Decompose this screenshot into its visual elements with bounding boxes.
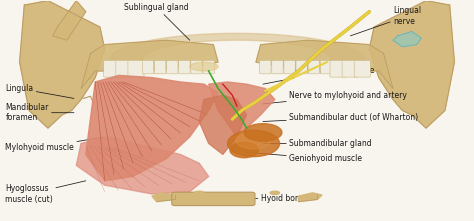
FancyBboxPatch shape bbox=[342, 60, 358, 77]
FancyBboxPatch shape bbox=[272, 60, 283, 74]
Text: Mandibular
foramen: Mandibular foramen bbox=[5, 103, 74, 122]
Text: Inferior alveolar nerve: Inferior alveolar nerve bbox=[263, 67, 374, 84]
FancyBboxPatch shape bbox=[179, 60, 190, 74]
Text: Hyoid bone: Hyoid bone bbox=[223, 194, 304, 203]
FancyBboxPatch shape bbox=[354, 60, 370, 77]
FancyBboxPatch shape bbox=[155, 60, 166, 74]
Text: Hyoglossus
muscle (cut): Hyoglossus muscle (cut) bbox=[5, 181, 86, 204]
Text: Nerve to mylohyoid and artery: Nerve to mylohyoid and artery bbox=[263, 91, 407, 104]
FancyBboxPatch shape bbox=[172, 192, 255, 206]
FancyBboxPatch shape bbox=[203, 60, 214, 74]
Ellipse shape bbox=[236, 131, 271, 149]
Polygon shape bbox=[199, 95, 246, 154]
FancyBboxPatch shape bbox=[330, 60, 346, 77]
Ellipse shape bbox=[230, 142, 258, 158]
Text: Sublingual gland: Sublingual gland bbox=[124, 3, 190, 40]
Ellipse shape bbox=[190, 62, 218, 71]
Polygon shape bbox=[53, 1, 86, 40]
FancyBboxPatch shape bbox=[296, 60, 307, 74]
Ellipse shape bbox=[194, 191, 204, 194]
Text: Lingual
nerve: Lingual nerve bbox=[350, 6, 421, 36]
Polygon shape bbox=[86, 75, 218, 181]
FancyBboxPatch shape bbox=[320, 60, 332, 74]
Ellipse shape bbox=[244, 124, 282, 141]
FancyBboxPatch shape bbox=[308, 60, 319, 74]
Text: Mylohyoid muscle: Mylohyoid muscle bbox=[5, 137, 105, 152]
FancyBboxPatch shape bbox=[104, 60, 120, 77]
Text: Geniohyoid muscle: Geniohyoid muscle bbox=[246, 152, 362, 163]
FancyBboxPatch shape bbox=[128, 60, 144, 77]
FancyBboxPatch shape bbox=[284, 60, 295, 74]
Polygon shape bbox=[369, 1, 455, 128]
Polygon shape bbox=[393, 31, 421, 47]
Polygon shape bbox=[256, 40, 393, 89]
Polygon shape bbox=[209, 82, 275, 137]
Polygon shape bbox=[76, 137, 209, 194]
Ellipse shape bbox=[270, 191, 280, 194]
Polygon shape bbox=[19, 1, 105, 128]
Text: Submandibular gland: Submandibular gland bbox=[263, 139, 372, 148]
Polygon shape bbox=[152, 193, 175, 202]
FancyBboxPatch shape bbox=[191, 60, 202, 74]
FancyBboxPatch shape bbox=[116, 60, 132, 77]
Polygon shape bbox=[299, 193, 322, 202]
Text: Lingula: Lingula bbox=[5, 84, 74, 98]
Polygon shape bbox=[109, 33, 365, 64]
Polygon shape bbox=[81, 40, 218, 89]
Text: Submandibular duct (of Wharton): Submandibular duct (of Wharton) bbox=[263, 112, 418, 122]
FancyBboxPatch shape bbox=[167, 60, 178, 74]
Ellipse shape bbox=[228, 130, 280, 157]
FancyBboxPatch shape bbox=[260, 60, 271, 74]
FancyBboxPatch shape bbox=[142, 60, 154, 74]
